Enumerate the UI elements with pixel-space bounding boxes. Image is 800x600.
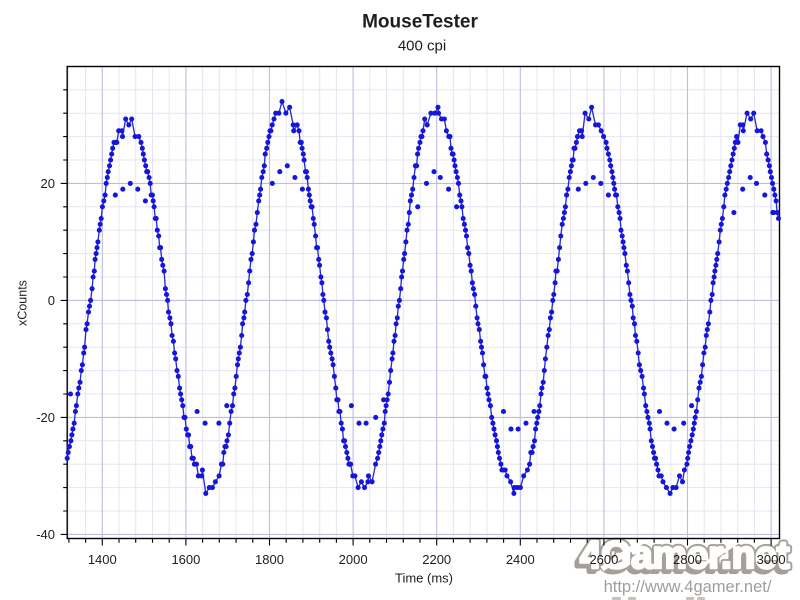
svg-text:3000: 3000 xyxy=(757,552,786,567)
svg-text:-20: -20 xyxy=(36,410,55,425)
svg-text:2800: 2800 xyxy=(673,552,702,567)
svg-text:MouseTester: MouseTester xyxy=(362,12,478,33)
svg-text:1800: 1800 xyxy=(255,552,284,567)
svg-text:4Gamer.net: 4Gamer.net xyxy=(580,534,790,577)
svg-text:2400: 2400 xyxy=(506,552,535,567)
svg-text:1400: 1400 xyxy=(88,552,117,567)
svg-text:20: 20 xyxy=(41,176,55,191)
svg-text:1600: 1600 xyxy=(171,552,200,567)
svg-text:2200: 2200 xyxy=(422,552,451,567)
svg-text:400 cpi: 400 cpi xyxy=(398,38,446,55)
svg-text:4Gamer.net: 4Gamer.net xyxy=(576,538,786,581)
svg-text:Time (ms): Time (ms) xyxy=(395,571,453,586)
svg-text:0: 0 xyxy=(48,293,55,308)
svg-text:xCounts: xCounts xyxy=(16,280,30,326)
svg-text:-40: -40 xyxy=(36,527,55,542)
svg-text:2600: 2600 xyxy=(589,552,618,567)
svg-text:http://www.4gamer.net/: http://www.4gamer.net/ xyxy=(604,578,772,596)
svg-text:2000: 2000 xyxy=(339,552,368,567)
